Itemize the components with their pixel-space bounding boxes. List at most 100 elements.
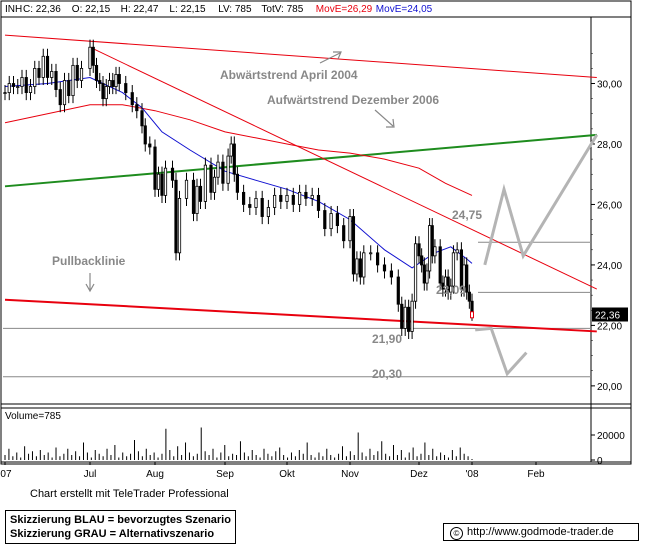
- time-tick-label: Dez: [410, 469, 428, 480]
- time-tick-label: Nov: [341, 469, 359, 480]
- price-candle: [140, 110, 144, 127]
- price-candle: [375, 252, 380, 266]
- time-tick-label: Sep: [216, 469, 234, 480]
- price-candle: [396, 276, 400, 305]
- last-candle: [470, 311, 474, 319]
- volume-label: Volume=785: [5, 411, 61, 422]
- price-candle: [54, 71, 58, 90]
- price-candle: [184, 179, 189, 199]
- price-candle: [248, 204, 252, 208]
- price-candle: [143, 125, 147, 145]
- price-candle: [467, 291, 471, 302]
- price-candle: [67, 80, 71, 97]
- price-candle: [117, 74, 121, 84]
- price-candle: [355, 258, 359, 275]
- price-candle: [28, 86, 33, 93]
- annotation-level-2475: 24,75: [452, 208, 482, 222]
- price-candle: [254, 198, 258, 208]
- price-candle: [3, 92, 7, 94]
- price-candle: [195, 185, 199, 214]
- price-candle: [232, 143, 236, 175]
- time-tick-label: Aug: [146, 469, 164, 480]
- price-candle: [221, 161, 225, 184]
- copyright-box[interactable]: © http://www.godmode-trader.de: [443, 523, 639, 541]
- scenario-path-grey: [483, 134, 599, 266]
- price-candle: [279, 194, 283, 202]
- annotation-uptrend: Aufwärtstrend Dezember 2006: [267, 93, 439, 107]
- price-candle: [101, 83, 105, 100]
- price-candle: [7, 83, 11, 93]
- price-candle: [50, 71, 54, 78]
- price-candle: [98, 80, 102, 84]
- price-tick-label: 24,00: [597, 261, 622, 272]
- volume-tick-label: 0: [597, 456, 603, 467]
- price-candle: [291, 194, 295, 205]
- price-candle: [455, 249, 459, 254]
- price-candle: [403, 306, 407, 329]
- header-item: TotV: 785: [261, 4, 303, 15]
- price-candle: [170, 167, 175, 181]
- price-chart: INH C: 22,36 O: 22,15 H: 22,47 L: 22,15 LV: 7…: [0, 0, 632, 480]
- time-tick-label: Jul: [84, 469, 97, 480]
- price-candle: [75, 64, 79, 81]
- arrow-uptrend: [374, 109, 395, 128]
- annotation-downtrend: Abwärtstrend April 2004: [220, 68, 358, 82]
- price-candle: [297, 191, 302, 205]
- annotation-level-2190: 21,90: [372, 332, 402, 346]
- moving-average-line: [4, 76, 473, 269]
- price-candle: [111, 80, 115, 87]
- price-candle: [20, 77, 24, 87]
- legend-alternative: Skizzierung GRAU = Alternativszenario: [10, 528, 215, 540]
- price-candle: [430, 225, 434, 257]
- price-candle: [16, 86, 20, 88]
- last-price-label: 22,36: [595, 311, 620, 322]
- price-candle: [198, 185, 203, 202]
- price-tick-label: 28,00: [597, 140, 622, 151]
- price-candle: [304, 191, 308, 199]
- time-tick-label: Okt: [279, 469, 295, 480]
- header-item: L: 22,15: [169, 4, 206, 15]
- price-candle: [58, 89, 62, 106]
- price-candle: [449, 285, 453, 293]
- copyright-link[interactable]: http://www.godmode-trader.de: [467, 526, 614, 538]
- price-candle: [335, 213, 340, 227]
- price-panel-frame: [0, 16, 632, 405]
- trend-line: [89, 46, 598, 290]
- price-candle: [71, 64, 75, 97]
- header-symbol: INH: [5, 4, 22, 15]
- price-tick-label: 26,00: [597, 200, 622, 211]
- price-candle: [148, 143, 152, 148]
- volume-tick-label: 20000: [597, 431, 625, 442]
- price-candle: [235, 173, 239, 193]
- volume-panel-frame: [0, 407, 632, 463]
- time-tick-label: '07: [0, 469, 12, 480]
- price-tick-label: 20,00: [597, 382, 622, 393]
- price-candle: [348, 216, 352, 242]
- price-candle: [260, 198, 264, 217]
- price-candle: [451, 252, 456, 287]
- price-candle: [156, 173, 161, 190]
- price-candle: [285, 194, 289, 202]
- price-candle: [203, 164, 207, 202]
- price-candle: [417, 243, 421, 257]
- price-candle: [389, 270, 394, 278]
- price-candle: [329, 213, 333, 230]
- legend-preferred: Skizzierung BLAU = bevorzugtes Szenario: [10, 514, 231, 526]
- annotation-level-2309: 23,09: [436, 283, 466, 297]
- trend-line: [4, 298, 597, 333]
- scenario-legend: Skizzierung BLAU = bevorzugtes Szenario …: [5, 510, 236, 544]
- time-tick-label: '08: [465, 469, 478, 480]
- header-item: O: 22,15: [72, 4, 111, 15]
- price-candle: [11, 83, 16, 87]
- price-candle: [342, 225, 346, 242]
- price-candle: [226, 155, 230, 184]
- price-candle: [407, 306, 411, 332]
- price-candle: [266, 207, 271, 217]
- price-candle: [160, 173, 164, 196]
- annotation-level-2030: 20,30: [372, 367, 402, 381]
- annotation-pullback: Pullbacklinie: [52, 254, 126, 268]
- price-candle: [382, 264, 387, 272]
- time-tick-label: Feb: [527, 469, 545, 480]
- price-tick-label: 22,00: [597, 321, 622, 332]
